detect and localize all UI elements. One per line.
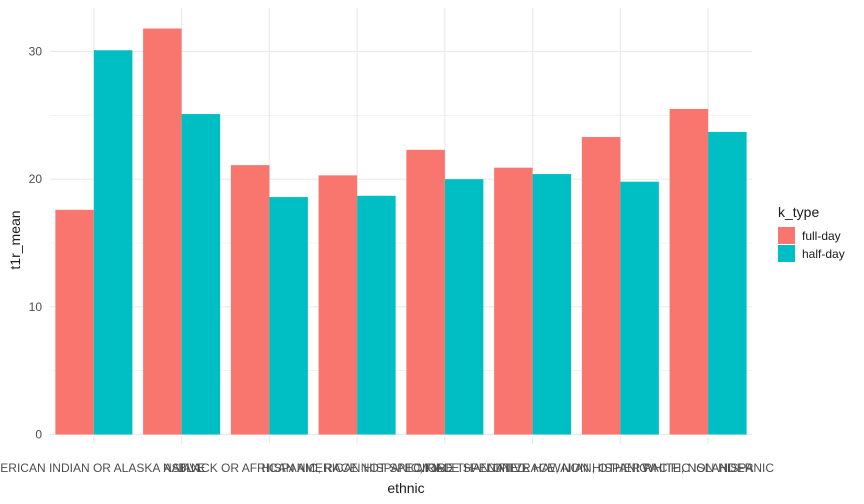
bar-full-day (581, 137, 621, 435)
legend-label-half-day: half-day (802, 247, 845, 261)
y-tick-label: 0 (35, 428, 42, 442)
bar-full-day (669, 108, 709, 435)
bar-full-day (230, 165, 270, 435)
x-tick-label: MORE THAN ONE RACE, NON HISPANIC (418, 461, 649, 475)
bar-half-day (444, 179, 484, 435)
legend-label-full-day: full-day (802, 229, 841, 243)
legend-swatch-half-day (778, 245, 795, 262)
y-axis-ticks: 0 10 20 30 (29, 45, 43, 442)
x-tick-label: ASIAN (164, 461, 200, 475)
bar-half-day (357, 195, 396, 435)
bar-full-day (55, 209, 94, 435)
bar-half-day (269, 197, 308, 435)
x-axis-ticks: AMERICAN INDIAN OR ALASKA NATIVEASIANBLA… (0, 461, 774, 475)
x-tick-label: WHITE, NON-HISPANIC (642, 461, 774, 475)
bar-full-day (318, 175, 358, 435)
bar-half-day (620, 181, 659, 435)
bar-full-day (143, 28, 182, 435)
x-axis-title: ethnic (387, 480, 424, 496)
y-axis-title: t1r_mean (7, 210, 23, 269)
bars (55, 28, 747, 435)
x-tick-label: HISPANIC, RACE NOT SPECIFIED (262, 461, 453, 475)
y-tick-label: 30 (29, 45, 43, 59)
x-tick-label: HISPANIC, RACE SPECIFIED (364, 461, 527, 475)
legend-title: k_type (778, 204, 819, 220)
bar-full-day (406, 149, 445, 435)
legend: k_type full-day half-day (778, 204, 845, 262)
y-tick-label: 10 (29, 300, 43, 314)
x-tick-label: AMERICAN INDIAN OR ALASKA NATIVE (0, 461, 205, 475)
bar-half-day (708, 131, 747, 435)
bar-half-day (532, 174, 572, 435)
legend-swatch-full-day (778, 227, 795, 244)
x-tick-label: BLACK OR AFRICAN AMERICAN (178, 461, 360, 475)
bar-half-day (93, 50, 133, 435)
bar-half-day (181, 114, 221, 435)
bar-full-day (494, 167, 533, 435)
x-tick-label: NATIVE HAWAIIAN, OTHER PACIFIC ISLANDER (487, 461, 753, 475)
y-tick-label: 20 (29, 172, 43, 186)
